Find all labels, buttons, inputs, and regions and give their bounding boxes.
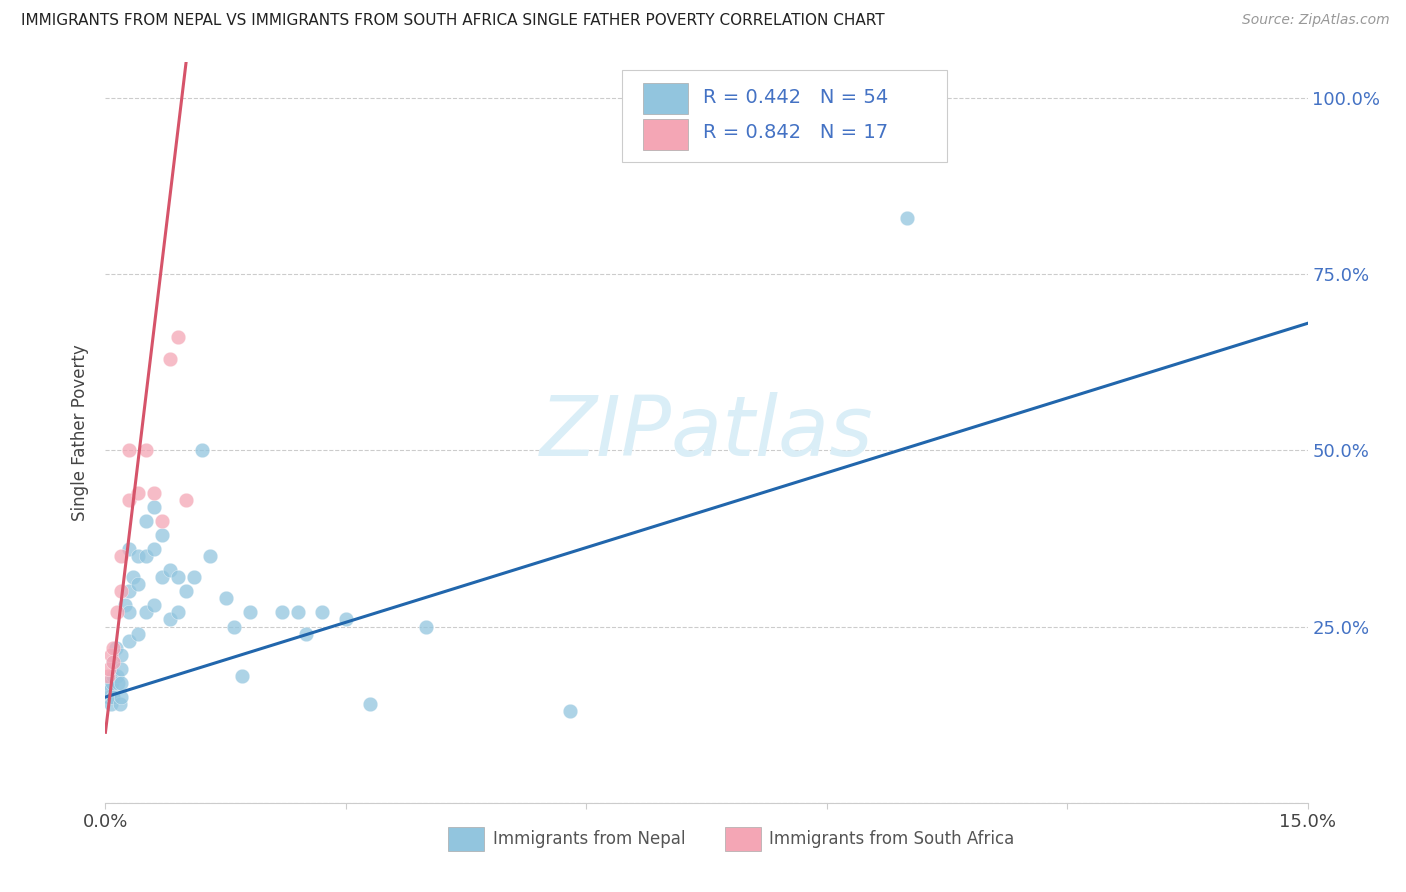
Point xyxy=(104,640,127,655)
Point xyxy=(103,655,125,669)
Point xyxy=(335,612,357,626)
Point xyxy=(142,599,165,613)
Point xyxy=(198,549,221,563)
Point xyxy=(97,669,120,683)
Point xyxy=(159,612,181,626)
Point xyxy=(101,676,124,690)
FancyBboxPatch shape xyxy=(449,827,484,851)
Point xyxy=(150,570,173,584)
Point xyxy=(97,676,120,690)
Point xyxy=(214,591,236,606)
Point xyxy=(110,690,132,704)
Point xyxy=(103,690,125,704)
Text: R = 0.842   N = 17: R = 0.842 N = 17 xyxy=(703,123,889,143)
Text: IMMIGRANTS FROM NEPAL VS IMMIGRANTS FROM SOUTH AFRICA SINGLE FATHER POVERTY CORR: IMMIGRANTS FROM NEPAL VS IMMIGRANTS FROM… xyxy=(21,13,884,29)
Point xyxy=(166,606,188,620)
Point xyxy=(110,662,132,676)
Point xyxy=(103,669,125,683)
Point xyxy=(150,514,173,528)
Point xyxy=(107,606,129,620)
Point xyxy=(127,626,149,640)
Point xyxy=(110,549,132,563)
Point xyxy=(896,211,918,225)
Text: ZIPatlas: ZIPatlas xyxy=(540,392,873,473)
Text: R = 0.442   N = 54: R = 0.442 N = 54 xyxy=(703,87,889,107)
Point xyxy=(118,584,141,599)
Point xyxy=(110,648,132,662)
Point xyxy=(142,500,165,514)
Point xyxy=(135,514,157,528)
Point xyxy=(110,676,132,690)
Point xyxy=(103,655,125,669)
Point xyxy=(159,563,181,577)
Point xyxy=(166,330,188,344)
Point xyxy=(183,570,205,584)
Text: Source: ZipAtlas.com: Source: ZipAtlas.com xyxy=(1241,13,1389,28)
Point xyxy=(103,640,125,655)
Point xyxy=(98,662,121,676)
Point xyxy=(560,704,582,718)
Point xyxy=(166,570,188,584)
Point xyxy=(108,697,131,711)
Point xyxy=(190,443,212,458)
Point xyxy=(127,485,149,500)
Point xyxy=(118,606,141,620)
Point xyxy=(107,676,129,690)
Point xyxy=(135,443,157,458)
FancyBboxPatch shape xyxy=(623,70,948,162)
Point xyxy=(142,541,165,556)
Point xyxy=(127,577,149,591)
Point xyxy=(135,606,157,620)
Point xyxy=(114,599,136,613)
Point xyxy=(110,584,132,599)
Point xyxy=(311,606,333,620)
Point xyxy=(174,584,197,599)
Point xyxy=(98,690,121,704)
Point xyxy=(118,443,141,458)
Point xyxy=(107,669,129,683)
Point xyxy=(231,669,253,683)
Point xyxy=(100,648,122,662)
Point xyxy=(118,633,141,648)
Point xyxy=(174,492,197,507)
FancyBboxPatch shape xyxy=(724,827,761,851)
Point xyxy=(295,626,318,640)
Point xyxy=(98,683,121,698)
Point xyxy=(127,549,149,563)
FancyBboxPatch shape xyxy=(643,83,689,114)
Text: Immigrants from Nepal: Immigrants from Nepal xyxy=(492,830,685,848)
Point xyxy=(222,619,245,633)
Point xyxy=(118,541,141,556)
Point xyxy=(415,619,437,633)
Point xyxy=(100,697,122,711)
Y-axis label: Single Father Poverty: Single Father Poverty xyxy=(72,344,90,521)
Point xyxy=(270,606,292,620)
Point xyxy=(118,492,141,507)
Point xyxy=(135,549,157,563)
Point xyxy=(142,485,165,500)
Point xyxy=(239,606,262,620)
Point xyxy=(287,606,309,620)
Point xyxy=(159,351,181,366)
FancyBboxPatch shape xyxy=(643,119,689,150)
Point xyxy=(150,528,173,542)
Point xyxy=(122,570,145,584)
Point xyxy=(359,697,381,711)
Text: Immigrants from South Africa: Immigrants from South Africa xyxy=(769,830,1014,848)
